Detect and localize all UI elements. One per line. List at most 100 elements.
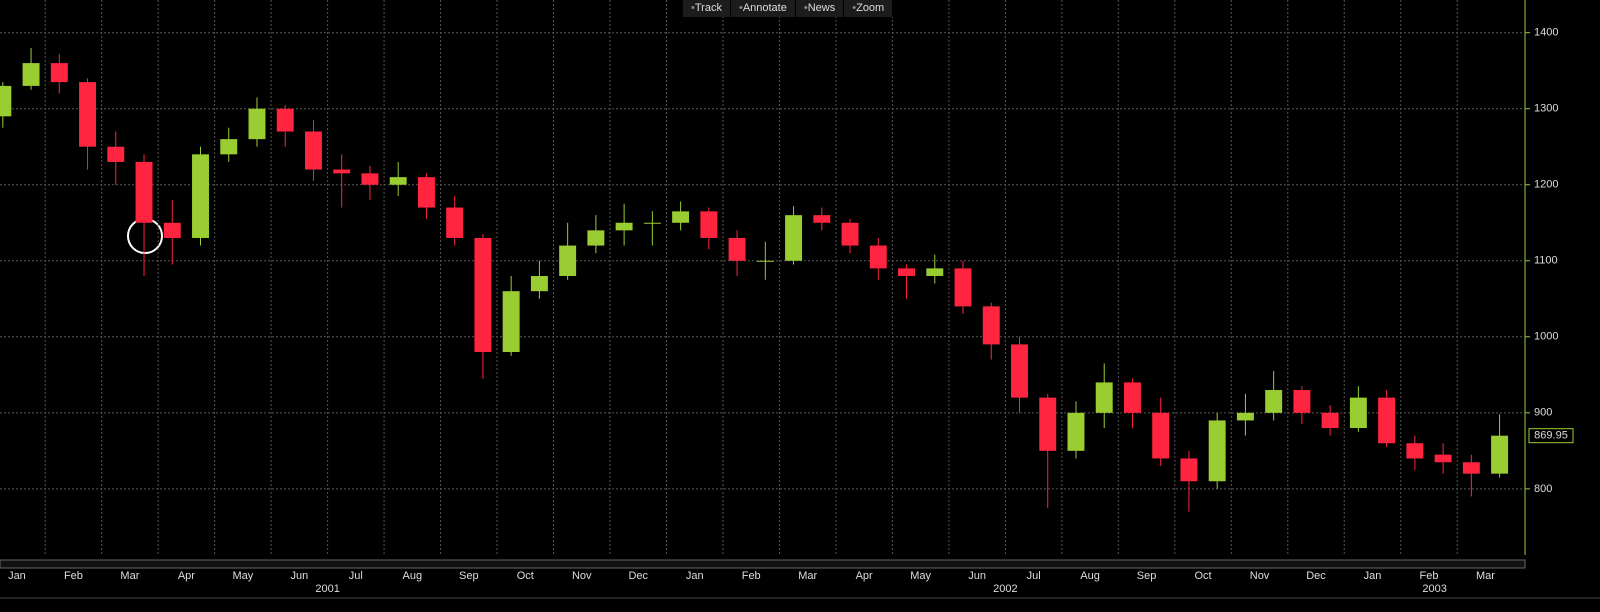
candle-body: [756, 260, 774, 262]
candle-body: [1208, 420, 1226, 482]
x-tick-label: Sep: [459, 570, 479, 582]
candle-body: [163, 222, 181, 238]
annotation-circle: [127, 218, 163, 254]
toolbar: TrackAnnotateNewsZoom: [683, 0, 894, 17]
x-tick-label: Jul: [349, 570, 363, 582]
candle-body: [841, 222, 859, 246]
candle-body: [135, 161, 153, 223]
candle-body: [587, 230, 605, 246]
x-tick-label: May: [910, 570, 931, 582]
x-tick-label: Nov: [572, 570, 592, 582]
x-tick-label: Feb: [742, 570, 761, 582]
year-label: 2002: [993, 583, 1017, 595]
candle-body: [333, 169, 351, 174]
x-tick-label: Oct: [517, 570, 534, 582]
x-tick-label: Jul: [1027, 570, 1041, 582]
x-tick-label: Apr: [856, 570, 873, 582]
candle-body: [530, 275, 548, 292]
candle-body: [1462, 462, 1480, 474]
x-tick-label: May: [232, 570, 253, 582]
candle-body: [1011, 344, 1028, 398]
candle-body: [1321, 412, 1339, 429]
year-label: 2001: [315, 583, 339, 595]
candle-body: [50, 63, 68, 83]
candle-body: [672, 211, 690, 223]
x-tick-label: Dec: [628, 570, 648, 582]
candle-body: [615, 222, 633, 231]
toolbar-button[interactable]: News: [796, 0, 845, 17]
candle-body: [502, 291, 520, 353]
y-tick-label: 1100: [1534, 255, 1558, 267]
x-tick-label: Mar: [120, 570, 139, 582]
x-tick-label: Jun: [290, 570, 308, 582]
candle-body: [79, 82, 97, 147]
x-tick-label: Mar: [1476, 570, 1495, 582]
candle-body: [813, 215, 831, 223]
candle-body: [417, 177, 435, 208]
candle-body: [643, 222, 661, 224]
candle-body: [1265, 390, 1283, 413]
candle-body: [1236, 412, 1254, 421]
candle-body: [1406, 443, 1424, 459]
candle-body: [700, 211, 718, 238]
y-tick-label: 1200: [1534, 179, 1558, 191]
x-tick-label: Jan: [1364, 570, 1382, 582]
candle-body: [1067, 412, 1085, 451]
candle-body: [220, 139, 238, 155]
x-tick-label: Jun: [968, 570, 986, 582]
y-tick-label: 1400: [1534, 27, 1558, 39]
x-tick-label: Nov: [1250, 570, 1270, 582]
x-tick-label: Oct: [1194, 570, 1211, 582]
candle-body: [248, 108, 266, 140]
last-price-box: [1528, 428, 1574, 444]
candle-body: [276, 108, 294, 132]
x-tick-label: Aug: [1080, 570, 1100, 582]
y-tick-label: 1300: [1534, 103, 1558, 115]
x-tick-label: Sep: [1137, 570, 1157, 582]
candle-body: [1152, 412, 1170, 459]
candle-body: [1434, 454, 1452, 463]
candle-body: [474, 237, 492, 353]
x-tick-label: Jan: [686, 570, 704, 582]
candle-body: [869, 245, 887, 269]
candle-body: [1180, 458, 1198, 482]
candle-body: [926, 268, 944, 276]
x-tick-label: Feb: [1419, 570, 1438, 582]
year-label: 2003: [1422, 583, 1446, 595]
toolbar-button[interactable]: Track: [683, 0, 731, 17]
candle-body: [192, 154, 209, 238]
candle-body: [785, 215, 803, 261]
candle-body: [1039, 397, 1057, 451]
candle-body: [954, 268, 972, 307]
candle-body: [305, 131, 322, 170]
x-tick-label: Aug: [403, 570, 423, 582]
candle-body: [1095, 382, 1113, 413]
navigator: [0, 559, 1526, 569]
toolbar-button[interactable]: Zoom: [844, 0, 894, 17]
candle-body: [898, 268, 915, 276]
candle-body: [1378, 397, 1396, 444]
candle-body: [107, 146, 125, 162]
candle-body: [728, 237, 746, 261]
candle-body: [1491, 435, 1509, 474]
last-price-label: 869.95: [1534, 430, 1568, 442]
candle-body: [22, 63, 40, 86]
candle-body: [389, 177, 407, 185]
candle-body: [559, 245, 577, 276]
candle-body: [1349, 397, 1367, 429]
y-tick-label: 800: [1534, 483, 1552, 495]
y-tick-label: 1000: [1534, 331, 1558, 343]
candle-body: [361, 173, 379, 185]
candle-body: [982, 306, 1000, 345]
x-tick-label: Jan: [8, 570, 26, 582]
candle-body: [446, 207, 464, 238]
toolbar-button[interactable]: Annotate: [731, 0, 796, 17]
x-tick-label: Apr: [178, 570, 195, 582]
candle-body: [1123, 382, 1141, 413]
candle-body: [0, 85, 12, 117]
y-tick-label: 900: [1534, 407, 1552, 419]
candle-body: [1293, 390, 1311, 413]
x-tick-label: Feb: [64, 570, 83, 582]
